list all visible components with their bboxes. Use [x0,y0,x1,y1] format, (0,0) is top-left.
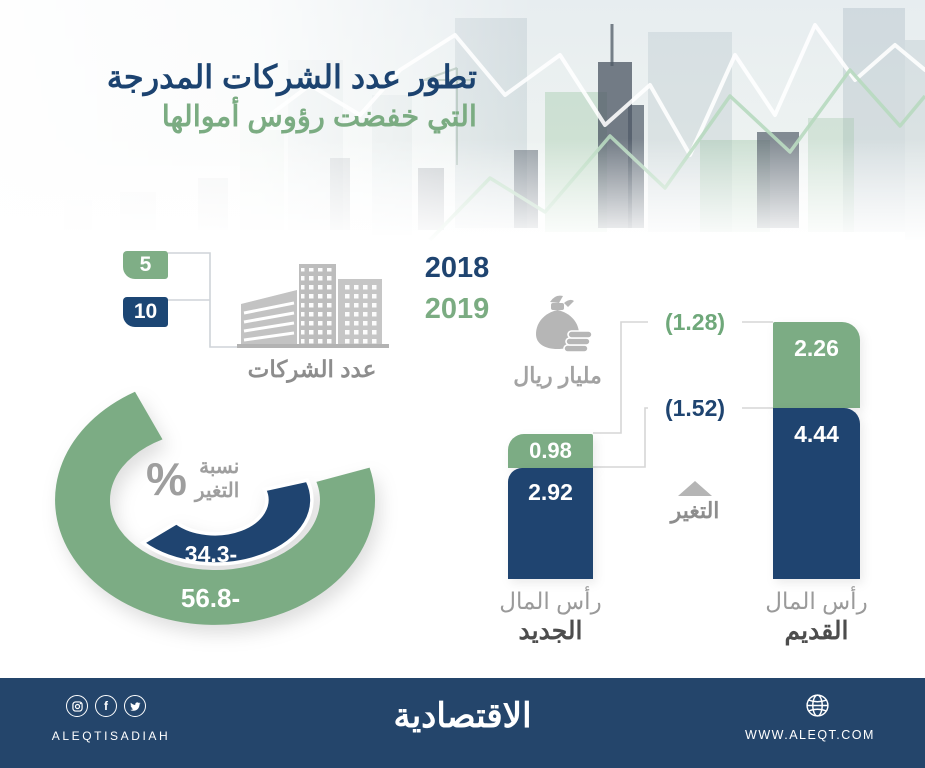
bar-old-capital-2019: 2.26 [773,322,860,408]
skyline-art [0,0,925,252]
legend-2018: 2018 [424,252,490,284]
donut-center-label: % نسبة التغير [146,455,239,503]
bar-new-capital-2019-value: 0.98 [529,438,572,463]
social-handle[interactable]: ALEQTISADIAH [51,729,171,743]
title-line-1: تطور عدد الشركات المدرجة [106,59,477,95]
aleqtisadiah-logo: الاقتصادية [393,697,532,735]
bar-old-capital-2018: 4.44 [773,408,860,579]
bar-new-capital-2019: 0.98 [508,434,593,468]
up-triangle-icon [678,481,712,496]
social-icons: f [66,695,146,717]
change-value-2018: (1.52) [648,395,742,422]
change-label: التغير [670,498,720,523]
unit-label: مليار ريال [513,363,602,388]
companies-chart-label: عدد الشركات [247,356,377,382]
connector-badge-2019 [168,252,240,348]
donut-center-line2: التغير [194,480,240,502]
twitter-icon[interactable] [124,695,146,717]
companies-badge-2018: 10 [123,297,168,327]
donut-center-text: نسبة التغير [195,455,239,503]
bar-new-capital-2018: 2.92 [508,468,593,579]
label-old-capital: رأس المال القديم [758,587,875,647]
donut-value-2018: 34.3- [184,541,238,567]
label-old-capital-line1: رأس المال [765,588,868,614]
bar-old-capital-2018-value: 4.44 [794,421,839,447]
page-title: تطور عدد الشركات المدرجة التي خفضت رؤوس … [47,56,477,137]
bar-new-capital-2018-value: 2.92 [528,479,573,505]
money-bag-icon [524,293,594,362]
donut-value-2019: 56.8- [180,583,241,613]
donut-arc-2018 [139,478,314,566]
footer-bar: f ALEQTISADIAH الاقتصادية WWW.ALEQT.COM [0,678,925,768]
donut-arc-2019 [55,391,376,625]
label-new-capital-line2: الجديد [518,616,583,645]
facebook-icon[interactable]: f [95,695,117,717]
title-line-2: التي خفضت رؤوس أموالها [161,101,477,134]
companies-badge-2019: 5 [123,251,168,279]
change-donut-chart [55,391,376,625]
globe-icon [805,693,830,723]
building-icon [237,258,389,355]
instagram-icon[interactable] [66,695,88,717]
label-old-capital-line2: القديم [784,616,849,645]
donut-center-line1: نسبة [199,456,240,478]
companies-value-2019: 5 [139,253,152,276]
website-url[interactable]: WWW.ALEQT.COM [745,728,875,742]
skyline-fade-bottom [0,0,925,252]
change-value-2019: (1.28) [648,309,742,336]
label-new-capital-line1: رأس المال [499,588,602,614]
companies-value-2018: 10 [133,300,158,323]
label-new-capital: رأس المال الجديد [492,587,609,647]
legend-2019: 2019 [424,293,490,325]
percent-icon: % [146,453,187,505]
bar-old-capital-2019-value: 2.26 [794,335,839,361]
